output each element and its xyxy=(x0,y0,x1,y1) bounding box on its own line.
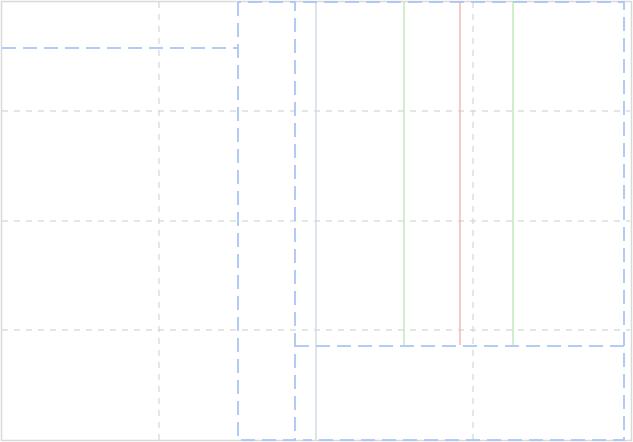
region-outlines xyxy=(2,1,625,441)
left-column-region xyxy=(237,1,296,441)
right-tall-region xyxy=(303,1,625,441)
